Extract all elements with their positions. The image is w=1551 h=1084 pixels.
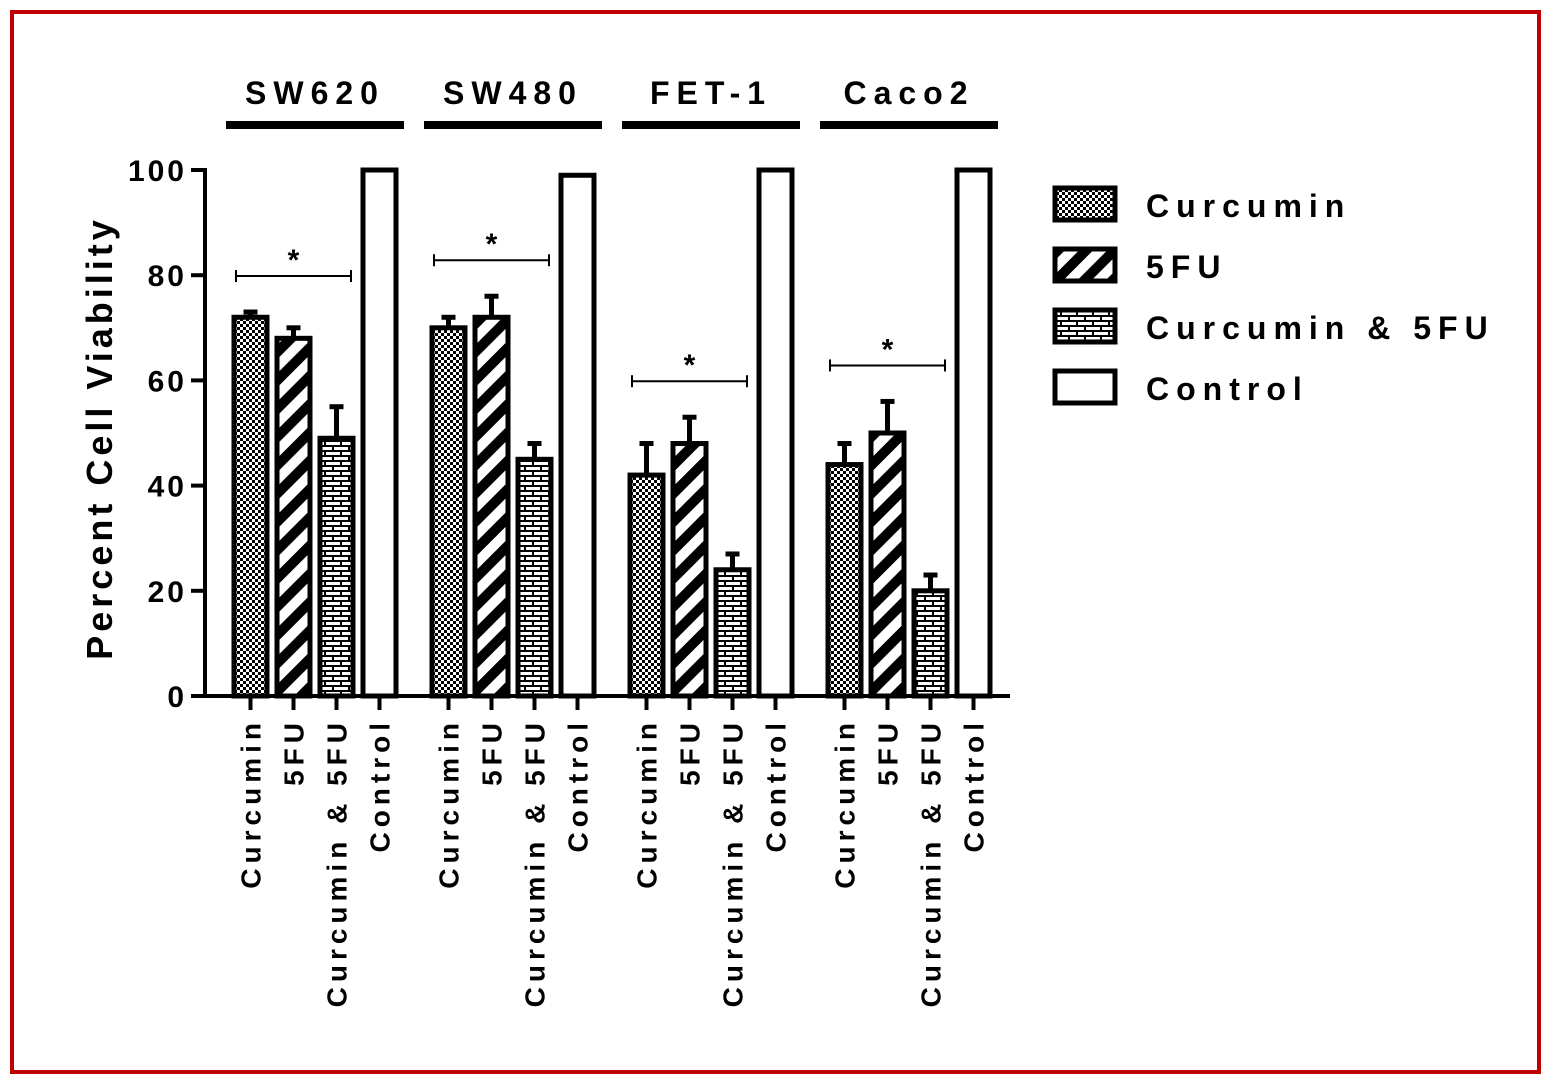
- x-tick-label: 5FU: [873, 718, 904, 786]
- legend-swatch: [1052, 246, 1118, 284]
- group-label: SW620: [245, 75, 385, 111]
- y-tick-label: 80: [148, 260, 187, 293]
- significance-star: *: [288, 244, 300, 277]
- bar: [868, 430, 907, 699]
- y-tick-label: 40: [148, 471, 187, 504]
- x-tick-label: Curcumin: [434, 718, 465, 889]
- legend-label: Curcumin & 5FU: [1146, 310, 1495, 346]
- x-tick-label: Control: [761, 718, 792, 853]
- x-tick-label: 5FU: [279, 718, 310, 786]
- y-tick-label: 60: [148, 365, 187, 398]
- bar: [317, 435, 356, 699]
- bar: [670, 441, 709, 699]
- x-tick-label: Curcumin & 5FU: [520, 718, 551, 1007]
- bar: [911, 588, 950, 699]
- legend-swatch: [1052, 185, 1118, 223]
- x-tick-label: 5FU: [675, 718, 706, 786]
- bar: [558, 172, 597, 699]
- bar: [472, 314, 511, 699]
- legend-label: 5FU: [1146, 249, 1227, 285]
- group-underline: [226, 121, 404, 129]
- group-label: FET-1: [650, 75, 772, 111]
- x-tick-label: Curcumin & 5FU: [718, 718, 749, 1007]
- group-label: Caco2: [843, 75, 974, 111]
- x-tick-label: Curcumin: [632, 718, 663, 889]
- significance-star: *: [882, 333, 894, 366]
- group-label: SW480: [443, 75, 583, 111]
- x-tick-label: Control: [563, 718, 594, 853]
- y-tick-label: 100: [128, 155, 187, 188]
- plot-area: 0 20 40 60 80 100 SW620 Curcumin 5FU Curcumin & 5…: [128, 75, 1495, 1007]
- significance-star: *: [486, 228, 498, 261]
- x-tick-label: Control: [959, 718, 990, 853]
- group-underline: [424, 121, 602, 129]
- y-tick-label: 0: [167, 681, 187, 714]
- legend-label: Curcumin: [1146, 188, 1351, 224]
- bar: [231, 314, 270, 699]
- bar: [825, 462, 864, 699]
- bar: [954, 167, 993, 699]
- group-underline: [622, 121, 800, 129]
- y-tick-label: 20: [148, 576, 187, 609]
- bar: [274, 335, 313, 699]
- legend-swatch: [1052, 368, 1118, 406]
- x-tick-label: Curcumin: [236, 718, 267, 889]
- legend-swatch: [1052, 307, 1118, 345]
- bar: [713, 567, 752, 699]
- bar: [360, 167, 399, 699]
- x-tick-label: Control: [365, 718, 396, 853]
- x-tick-label: Curcumin: [830, 718, 861, 889]
- bar: [756, 167, 795, 699]
- x-tick-label: Curcumin & 5FU: [916, 718, 947, 1007]
- group-underline: [820, 121, 998, 129]
- y-axis-label: Percent Cell Viability: [79, 216, 120, 659]
- x-tick-label: Curcumin & 5FU: [322, 718, 353, 1007]
- significance-star: *: [684, 349, 696, 382]
- legend-label: Control: [1146, 371, 1309, 407]
- x-tick-label: 5FU: [477, 718, 508, 786]
- bar: [515, 456, 554, 699]
- bar: [627, 472, 666, 699]
- bar: [429, 325, 468, 699]
